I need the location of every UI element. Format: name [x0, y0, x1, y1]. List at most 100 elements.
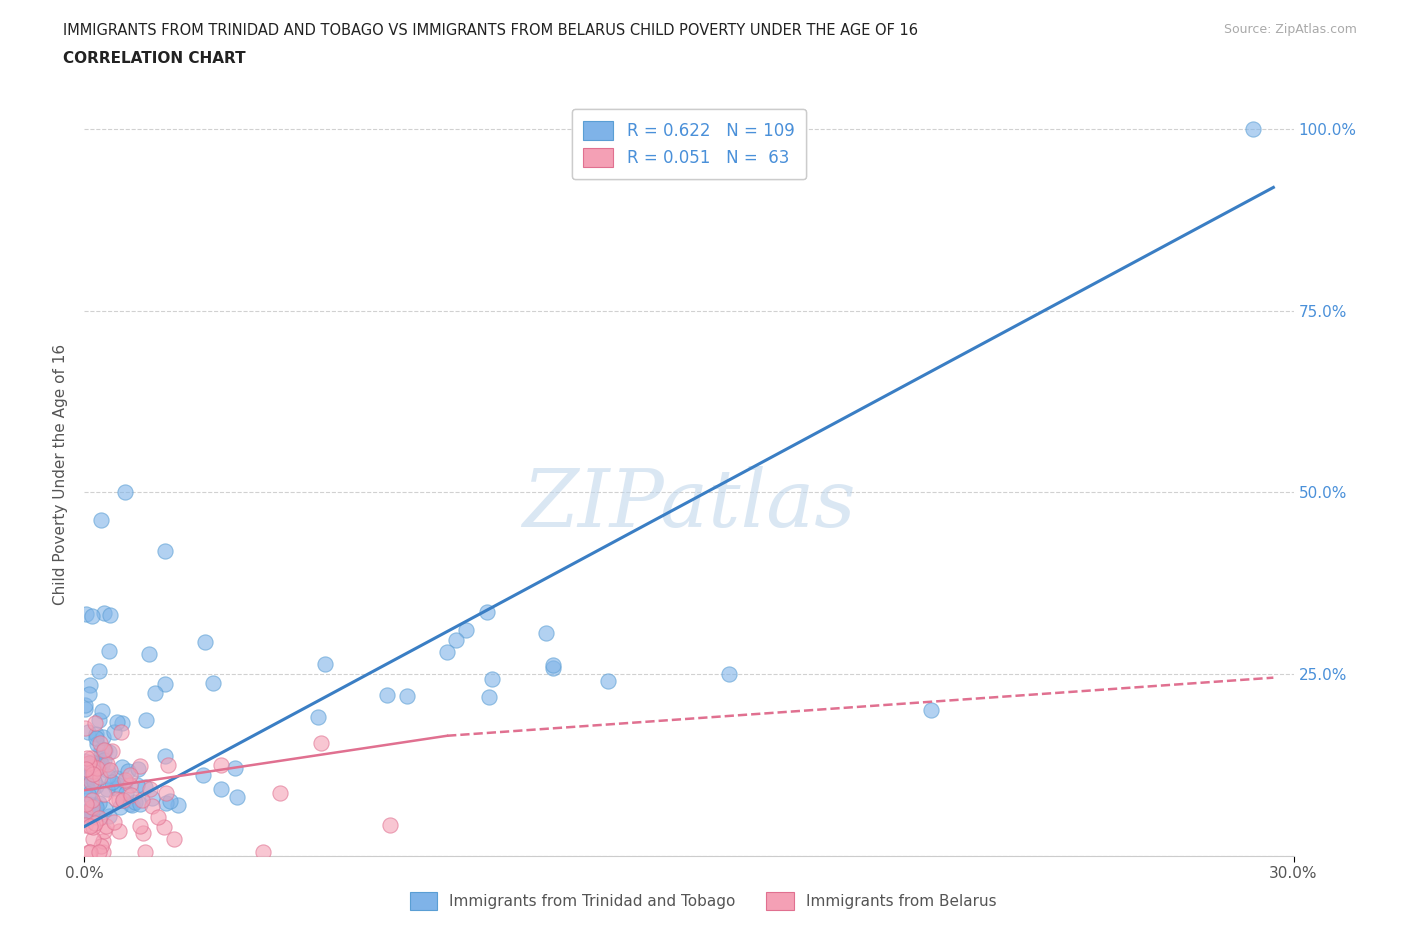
Point — [436, 644, 458, 659]
Point — [110, 724, 132, 739]
Point — [77, 724, 100, 739]
Point — [143, 685, 166, 700]
Point — [89, 811, 111, 826]
Point — [80, 754, 103, 769]
Point — [536, 626, 558, 641]
Point — [93, 802, 115, 817]
Point — [269, 786, 291, 801]
Point — [73, 810, 96, 825]
Point — [82, 608, 104, 623]
Point — [118, 777, 141, 792]
Point — [920, 703, 942, 718]
Point — [90, 513, 112, 528]
Point — [73, 817, 96, 832]
Point — [75, 805, 97, 820]
Point — [97, 808, 120, 823]
Point — [77, 756, 100, 771]
Point — [120, 788, 142, 803]
Point — [114, 774, 136, 789]
Point — [89, 754, 111, 769]
Point — [84, 805, 107, 820]
Point — [89, 736, 111, 751]
Point — [111, 792, 134, 807]
Point — [90, 743, 112, 758]
Point — [121, 798, 143, 813]
Point — [118, 767, 141, 782]
Point — [75, 754, 97, 769]
Point — [98, 607, 121, 622]
Point — [107, 792, 129, 807]
Point — [93, 787, 115, 802]
Text: ZIPatlas: ZIPatlas — [522, 466, 856, 543]
Point — [103, 724, 125, 739]
Point — [87, 796, 110, 811]
Point — [83, 816, 105, 830]
Point — [79, 769, 101, 784]
Point — [105, 771, 128, 786]
Point — [146, 810, 169, 825]
Point — [153, 749, 176, 764]
Point — [91, 834, 114, 849]
Point — [90, 839, 112, 854]
Point — [134, 844, 156, 859]
Point — [307, 710, 329, 724]
Point — [77, 686, 100, 701]
Point — [82, 767, 104, 782]
Point — [209, 781, 232, 796]
Point — [75, 796, 97, 811]
Point — [153, 677, 176, 692]
Point — [93, 605, 115, 620]
Point — [314, 657, 336, 671]
Point — [75, 756, 97, 771]
Point — [77, 771, 100, 786]
Point — [80, 799, 103, 814]
Point — [191, 767, 214, 782]
Point — [76, 751, 98, 765]
Point — [454, 623, 477, 638]
Point — [90, 758, 112, 773]
Point — [153, 543, 176, 558]
Point — [194, 634, 217, 649]
Point — [79, 677, 101, 692]
Point — [115, 785, 138, 800]
Point — [93, 743, 115, 758]
Point — [159, 793, 181, 808]
Point — [128, 818, 150, 833]
Point — [134, 779, 156, 794]
Point — [141, 790, 163, 805]
Point — [83, 773, 105, 788]
Point — [80, 810, 103, 825]
Point — [478, 689, 501, 704]
Point — [82, 832, 104, 847]
Y-axis label: Child Poverty Under the Age of 16: Child Poverty Under the Age of 16 — [53, 344, 69, 604]
Point — [1241, 122, 1264, 137]
Point — [104, 781, 127, 796]
Point — [87, 759, 110, 774]
Point — [75, 701, 97, 716]
Point — [598, 674, 620, 689]
Point — [96, 757, 118, 772]
Point — [82, 804, 104, 819]
Point — [75, 769, 97, 784]
Point — [84, 716, 107, 731]
Point — [129, 796, 152, 811]
Point — [84, 731, 107, 746]
Point — [87, 844, 110, 859]
Point — [77, 787, 100, 802]
Point — [103, 815, 125, 830]
Point — [77, 844, 100, 859]
Point — [73, 721, 96, 736]
Point — [84, 800, 107, 815]
Point — [107, 777, 129, 792]
Point — [541, 658, 564, 672]
Point — [201, 676, 224, 691]
Point — [80, 756, 103, 771]
Point — [96, 763, 118, 777]
Point — [84, 778, 107, 793]
Point — [127, 762, 149, 777]
Text: CORRELATION CHART: CORRELATION CHART — [63, 51, 246, 66]
Point — [110, 760, 132, 775]
Point — [101, 744, 124, 759]
Point — [155, 795, 177, 810]
Point — [224, 760, 246, 775]
